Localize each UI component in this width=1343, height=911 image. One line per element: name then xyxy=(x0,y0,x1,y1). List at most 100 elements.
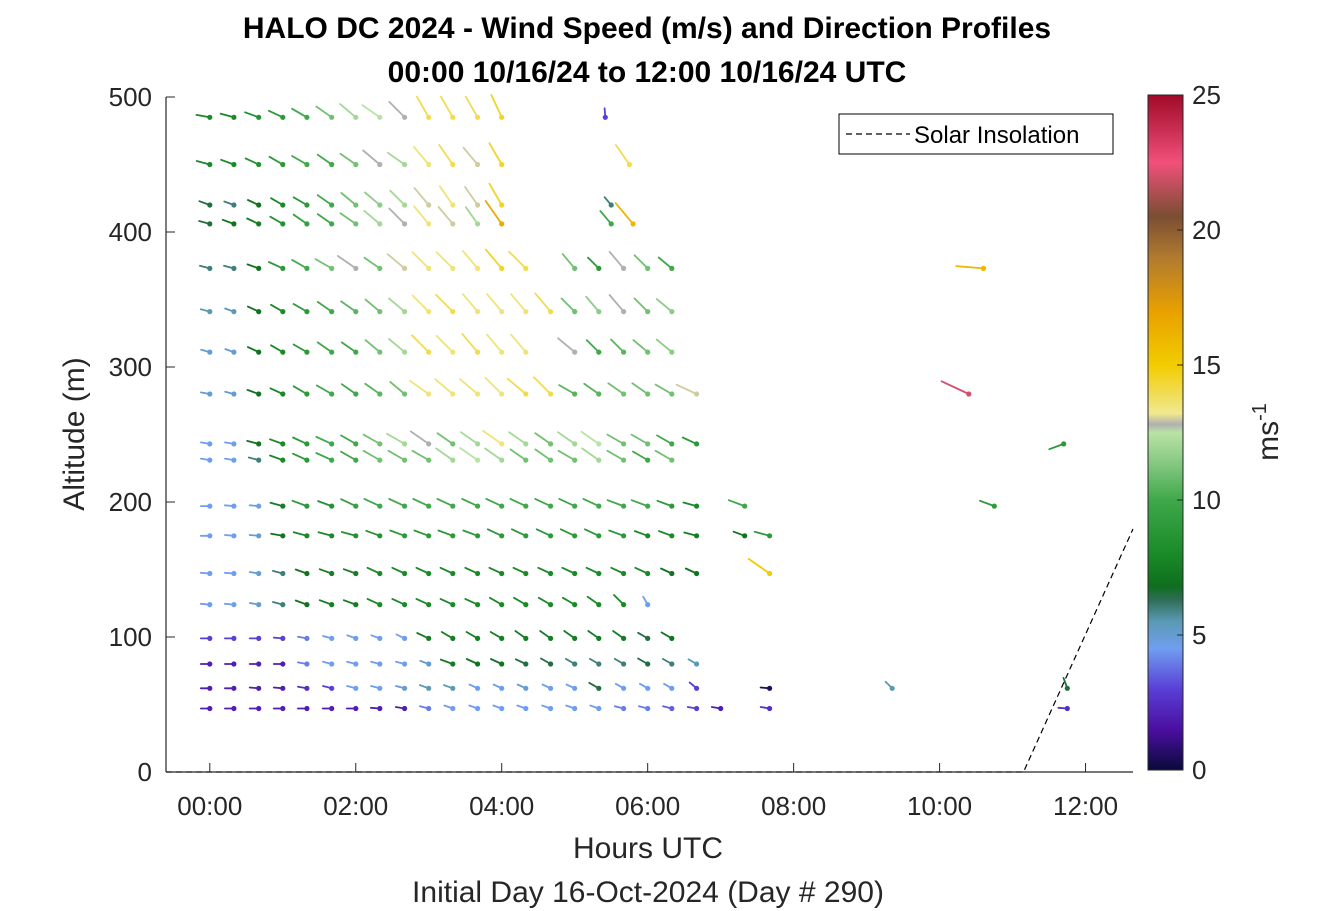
wind-arrow-head xyxy=(402,635,408,642)
wind-arrow xyxy=(246,217,262,227)
wind-arrow-head xyxy=(669,265,675,271)
wind-arrow-head xyxy=(499,685,505,691)
wind-arrow-head xyxy=(304,570,310,577)
wind-arrow xyxy=(248,661,262,667)
wind-arrow xyxy=(464,185,481,208)
wind-arrow xyxy=(488,596,505,608)
wind-arrow xyxy=(322,635,335,642)
wind-arrow-shaft xyxy=(940,380,970,395)
wind-arrow xyxy=(224,457,237,463)
wind-arrow-shaft xyxy=(413,145,430,166)
wind-arrow-head xyxy=(548,391,554,397)
wind-arrow-shaft xyxy=(557,337,576,354)
wind-arrow-head xyxy=(377,685,383,691)
wind-arrow-head xyxy=(572,533,578,539)
wind-arrow-head xyxy=(280,602,286,608)
wind-arrow-head xyxy=(669,685,675,691)
wind-arrow-head xyxy=(353,570,359,577)
colorbar-label-sup: -1 xyxy=(1249,403,1271,421)
wind-arrow xyxy=(660,631,675,642)
wind-arrow-head xyxy=(499,114,505,120)
wind-arrow-head xyxy=(991,503,997,509)
wind-arrow-head xyxy=(742,533,748,539)
wind-arrow-head xyxy=(329,114,335,120)
wind-arrow-head xyxy=(499,161,505,168)
wind-arrow-shaft xyxy=(610,338,625,354)
wind-arrow-head xyxy=(304,533,310,539)
wind-arrow xyxy=(732,530,748,539)
wind-arrow-head xyxy=(402,114,408,120)
wind-arrow xyxy=(244,111,262,120)
wind-arrow-head xyxy=(767,570,773,577)
wind-arrow-shaft xyxy=(291,155,308,166)
wind-arrow-head xyxy=(475,221,481,227)
wind-arrow xyxy=(415,95,432,120)
x-tick-label: 04:00 xyxy=(469,791,534,821)
wind-arrow-head xyxy=(256,635,262,642)
wind-arrow xyxy=(606,449,627,463)
wind-arrow xyxy=(610,566,627,577)
legend: Solar Insolation xyxy=(838,113,1114,155)
wind-arrow xyxy=(297,685,310,691)
wind-arrow xyxy=(272,661,286,667)
wind-arrow xyxy=(340,434,359,447)
wind-arrow xyxy=(637,631,651,642)
wind-arrow-shaft xyxy=(315,435,333,445)
wind-arrow-head xyxy=(426,503,432,509)
wind-arrow-head xyxy=(630,221,636,227)
wind-arrow-head xyxy=(499,349,505,355)
wind-arrow xyxy=(340,341,359,355)
wind-arrow-shaft xyxy=(388,297,406,313)
wind-arrow-head xyxy=(621,602,627,608)
wind-arrow xyxy=(637,657,651,667)
x-axis-sublabel: Initial Day 16-Oct-2024 (Day # 290) xyxy=(412,876,884,909)
wind-arrow-head xyxy=(353,202,359,208)
wind-arrow xyxy=(464,598,481,608)
wind-arrow xyxy=(583,382,602,397)
wind-arrow-head xyxy=(207,661,213,667)
wind-arrow-shaft xyxy=(459,447,479,462)
wind-arrow-head xyxy=(207,221,213,227)
wind-arrow-head xyxy=(499,602,505,608)
wind-arrow-head xyxy=(572,635,578,642)
wind-arrow-head xyxy=(450,602,456,608)
wind-arrow xyxy=(461,497,481,509)
wind-arrow-head xyxy=(645,391,651,397)
wind-arrow xyxy=(200,348,213,355)
wind-arrow xyxy=(199,705,213,712)
wind-arrow-shaft xyxy=(581,447,600,462)
wind-arrow xyxy=(634,566,651,577)
wind-arrow-head xyxy=(377,441,383,447)
wind-arrow-head xyxy=(450,705,456,712)
wind-arrow-head xyxy=(256,570,262,577)
wind-arrow-head xyxy=(475,202,481,208)
wind-arrow xyxy=(415,566,432,577)
wind-arrow xyxy=(462,146,481,168)
wind-arrow-head xyxy=(475,602,481,608)
wind-arrow xyxy=(199,661,213,667)
wind-arrow-head xyxy=(450,221,456,227)
wind-arrow-head xyxy=(377,635,383,642)
wind-arrow-head xyxy=(329,533,335,539)
wind-arrow-head xyxy=(426,602,432,608)
wind-arrow xyxy=(979,499,997,509)
wind-arrow xyxy=(224,348,237,355)
wind-arrow xyxy=(468,704,481,712)
wind-arrow xyxy=(220,158,237,168)
wind-arrow-head xyxy=(548,503,554,509)
wind-arrow xyxy=(587,256,602,271)
wind-arrow-shaft xyxy=(461,293,479,313)
wind-arrow-head xyxy=(499,661,505,667)
wind-arrow-head xyxy=(231,391,237,397)
wind-arrow xyxy=(386,432,408,447)
wind-arrow xyxy=(395,660,408,667)
wind-arrow xyxy=(269,454,286,463)
wind-arrow-shaft xyxy=(437,206,454,225)
wind-arrow xyxy=(388,101,408,120)
wind-arrow-head xyxy=(548,661,554,667)
wind-arrow xyxy=(248,705,262,712)
wind-arrow-head xyxy=(645,265,651,271)
wind-arrow-head xyxy=(572,602,578,608)
wind-arrow-shaft xyxy=(361,104,381,119)
wind-arrow xyxy=(297,661,310,667)
